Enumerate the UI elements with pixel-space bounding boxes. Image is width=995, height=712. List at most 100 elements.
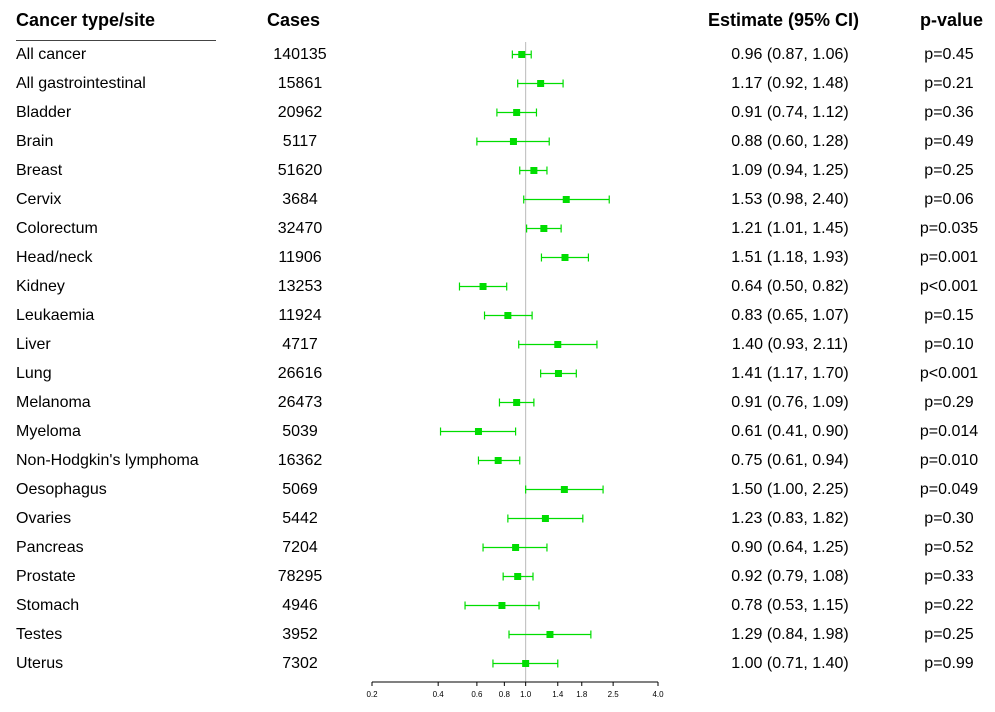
- cases-value: 51620: [277, 162, 323, 179]
- table-row: Leukaemia 11924 0.83 (0.65, 1.07) p=0.15: [0, 301, 995, 330]
- cancer-type-label: Uterus: [16, 655, 64, 672]
- point-estimate: [541, 515, 549, 522]
- cases-value: 7302: [282, 655, 318, 672]
- x-tick-label: 4.0: [652, 690, 664, 699]
- estimate-value: 1.53 (0.98, 2.40): [731, 191, 849, 208]
- cases-value: 26616: [277, 365, 323, 382]
- table-row: Ovaries 5442 1.23 (0.83, 1.82) p=0.30: [0, 504, 995, 533]
- p-value: p=0.001: [919, 249, 979, 266]
- p-value: p=0.21: [924, 75, 974, 92]
- point-estimate: [554, 341, 562, 348]
- cases-value: 5117: [282, 133, 318, 150]
- cancer-type-label: Cervix: [16, 191, 62, 208]
- p-value: p<0.001: [919, 365, 979, 382]
- table-row: Kidney 13253 0.64 (0.50, 0.82) p<0.001: [0, 272, 995, 301]
- point-estimate: [512, 544, 520, 551]
- table-row: Head/neck 11906 1.51 (1.18, 1.93) p=0.001: [0, 243, 995, 272]
- p-value: p=0.10: [924, 336, 974, 353]
- cases-value: 26473: [277, 394, 323, 411]
- p-value: p=0.035: [919, 220, 979, 237]
- p-value: p<0.001: [919, 278, 979, 295]
- point-estimate: [530, 167, 538, 174]
- cancer-type-label: Stomach: [16, 597, 80, 614]
- cancer-type-label: Lung: [16, 365, 52, 382]
- cancer-type-label: Breast: [16, 162, 63, 179]
- cancer-type-label: Leukaemia: [16, 307, 95, 324]
- cancer-type-label: Liver: [16, 336, 51, 353]
- header-underline: [16, 40, 216, 41]
- cases-value: 4717: [282, 336, 318, 353]
- p-value: p=0.36: [924, 104, 974, 121]
- p-value: p=0.45: [924, 46, 974, 63]
- point-estimate: [474, 428, 482, 435]
- point-estimate: [554, 370, 562, 377]
- cancer-type-label: Testes: [16, 626, 63, 643]
- cases-value: 5442: [282, 510, 318, 527]
- p-value: p=0.52: [924, 539, 974, 556]
- table-row: All gastrointestinal 15861 1.17 (0.92, 1.4…: [0, 69, 995, 98]
- p-value: p=0.25: [924, 162, 974, 179]
- x-tick-label: 2.5: [608, 690, 620, 699]
- estimate-value: 1.23 (0.83, 1.82): [731, 510, 849, 527]
- cases-value: 11924: [278, 307, 322, 324]
- point-estimate: [509, 138, 517, 145]
- estimate-value: 0.91 (0.76, 1.09): [731, 394, 849, 411]
- cancer-type-label: Bladder: [16, 104, 72, 121]
- p-value: p=0.25: [924, 626, 974, 643]
- table-row: Cervix 3684 1.53 (0.98, 2.40) p=0.06: [0, 185, 995, 214]
- estimate-value: 0.96 (0.87, 1.06): [731, 46, 849, 63]
- point-estimate: [513, 109, 521, 116]
- table-row: Colorectum 32470 1.21 (1.01, 1.45) p=0.035: [0, 214, 995, 243]
- point-estimate: [518, 51, 526, 58]
- estimate-value: 0.64 (0.50, 0.82): [731, 278, 849, 295]
- header-estimate: Estimate (95% CI): [708, 10, 860, 30]
- cancer-type-label: Kidney: [16, 278, 65, 295]
- cases-value: 32470: [277, 220, 323, 237]
- point-estimate: [504, 312, 512, 319]
- estimate-value: 0.83 (0.65, 1.07): [731, 307, 849, 324]
- cancer-type-label: Prostate: [16, 568, 76, 585]
- p-value: p=0.049: [919, 481, 979, 498]
- p-value: p=0.06: [924, 191, 974, 208]
- cases-value: 11906: [278, 249, 322, 266]
- cancer-type-label: Oesophagus: [16, 481, 107, 498]
- cases-value: 4946: [282, 597, 318, 614]
- point-estimate: [479, 283, 487, 290]
- header-cancer-type: Cancer type/site: [16, 10, 156, 30]
- x-tick-label: 0.4: [433, 690, 445, 699]
- estimate-value: 1.50 (1.00, 2.25): [731, 481, 849, 498]
- estimate-value: 1.51 (1.18, 1.93): [731, 249, 849, 266]
- table-row: Bladder 20962 0.91 (0.74, 1.12) p=0.36: [0, 98, 995, 127]
- cancer-type-label: Colorectum: [16, 220, 98, 237]
- p-value: p=0.99: [924, 655, 974, 672]
- point-estimate: [522, 660, 530, 667]
- table-row: Pancreas 7204 0.90 (0.64, 1.25) p=0.52: [0, 533, 995, 562]
- cancer-type-label: Melanoma: [16, 394, 91, 411]
- estimate-value: 1.00 (0.71, 1.40): [731, 655, 849, 672]
- cases-value: 13253: [277, 278, 323, 295]
- point-estimate: [546, 631, 554, 638]
- cancer-type-label: Brain: [16, 133, 54, 150]
- estimate-value: 1.17 (0.92, 1.48): [731, 75, 849, 92]
- table-row: Myeloma 5039 0.61 (0.41, 0.90) p=0.014: [0, 417, 995, 446]
- cancer-type-label: Pancreas: [16, 539, 84, 556]
- cases-value: 3684: [282, 191, 318, 208]
- cases-value: 5069: [282, 481, 318, 498]
- p-value: p=0.29: [924, 394, 974, 411]
- estimate-value: 0.78 (0.53, 1.15): [731, 597, 849, 614]
- table-row: Liver 4717 1.40 (0.93, 2.11) p=0.10: [0, 330, 995, 359]
- estimate-value: 0.88 (0.60, 1.28): [731, 133, 849, 150]
- cancer-type-label: All gastrointestinal: [16, 75, 146, 92]
- p-value: p=0.22: [924, 597, 974, 614]
- x-tick-label: 1.8: [576, 690, 588, 699]
- cases-value: 140135: [273, 46, 327, 63]
- table-row: Oesophagus 5069 1.50 (1.00, 2.25) p=0.049: [0, 475, 995, 504]
- table-row: Testes 3952 1.29 (0.84, 1.98) p=0.25: [0, 620, 995, 649]
- cancer-type-label: All cancer: [16, 46, 87, 63]
- estimate-value: 0.61 (0.41, 0.90): [731, 423, 849, 440]
- point-estimate: [560, 486, 568, 493]
- table-row: All cancer 140135 0.96 (0.87, 1.06) p=0.45: [0, 40, 995, 69]
- cases-value: 3952: [282, 626, 318, 643]
- table-row: Lung 26616 1.41 (1.17, 1.70) p<0.001: [0, 359, 995, 388]
